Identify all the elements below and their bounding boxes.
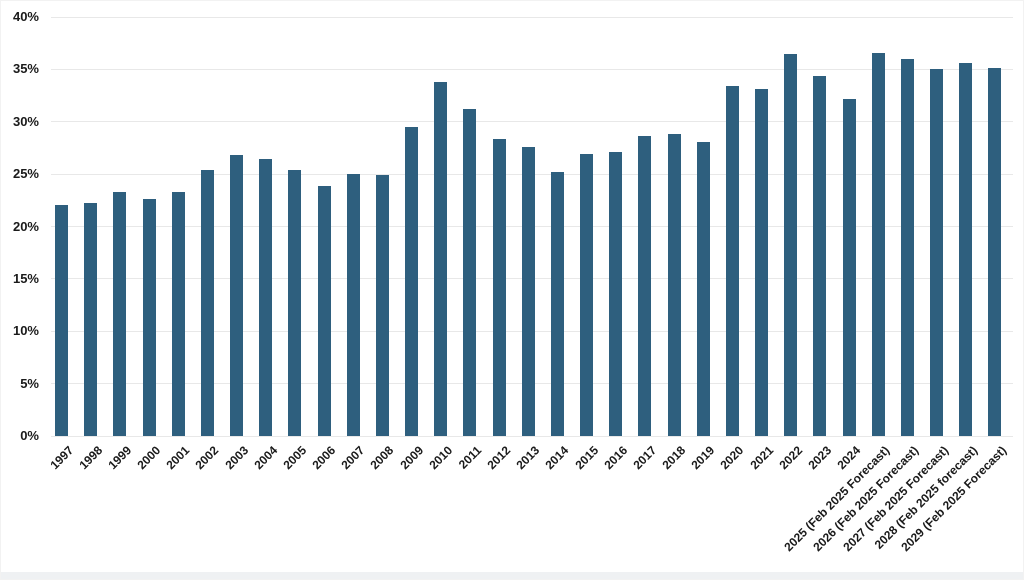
y-axis-tick-label: 15% <box>12 270 39 286</box>
bar-2025 <box>871 52 885 436</box>
bar-2020 <box>725 86 739 436</box>
bar-2014 <box>550 172 564 436</box>
bar-1997 <box>55 204 68 436</box>
y-axis-tick-label: 5% <box>20 375 39 391</box>
bar-2024 <box>842 98 856 436</box>
bar-2011 <box>463 109 477 436</box>
gridline <box>51 121 1013 123</box>
bar-2001 <box>171 191 185 436</box>
bar-2006 <box>317 185 331 436</box>
bottom-strip <box>1 572 1023 579</box>
bar-2015 <box>580 154 594 436</box>
gridline <box>51 435 1013 437</box>
bar-2021 <box>755 89 769 436</box>
y-axis-tick-label: 35% <box>12 61 39 77</box>
bar-2016 <box>609 152 623 436</box>
bar-2013 <box>521 146 535 436</box>
bar-2008 <box>375 175 389 436</box>
bar-2023 <box>813 75 827 436</box>
bar-2026 <box>900 58 914 436</box>
bar-2017 <box>638 136 652 436</box>
y-axis-tick-label: 0% <box>20 428 39 443</box>
bar-2018 <box>667 134 681 436</box>
gridline <box>51 68 1013 70</box>
bar-2004 <box>259 159 273 436</box>
bar-2005 <box>288 169 302 436</box>
y-axis-tick-label: 30% <box>12 113 39 129</box>
bar-2019 <box>696 141 710 436</box>
y-axis-tick-label: 20% <box>12 218 39 234</box>
bar-2022 <box>784 53 798 436</box>
y-axis-tick-label: 40% <box>12 9 39 24</box>
bar-2000 <box>142 199 156 436</box>
bar-2029 <box>988 68 1002 436</box>
y-axis-tick-label: 25% <box>12 166 39 182</box>
bar-2028 <box>959 63 973 436</box>
bar-2012 <box>492 138 506 436</box>
bar-2002 <box>200 169 214 436</box>
bar-1998 <box>84 203 98 436</box>
bar-2009 <box>405 126 419 436</box>
bar-2027 <box>930 69 944 436</box>
bar-2003 <box>230 155 244 436</box>
bar-2007 <box>346 174 360 436</box>
gridline <box>51 16 1013 18</box>
bar-1999 <box>113 191 127 436</box>
bar-2010 <box>434 81 448 436</box>
y-axis-tick-label: 10% <box>12 323 39 339</box>
